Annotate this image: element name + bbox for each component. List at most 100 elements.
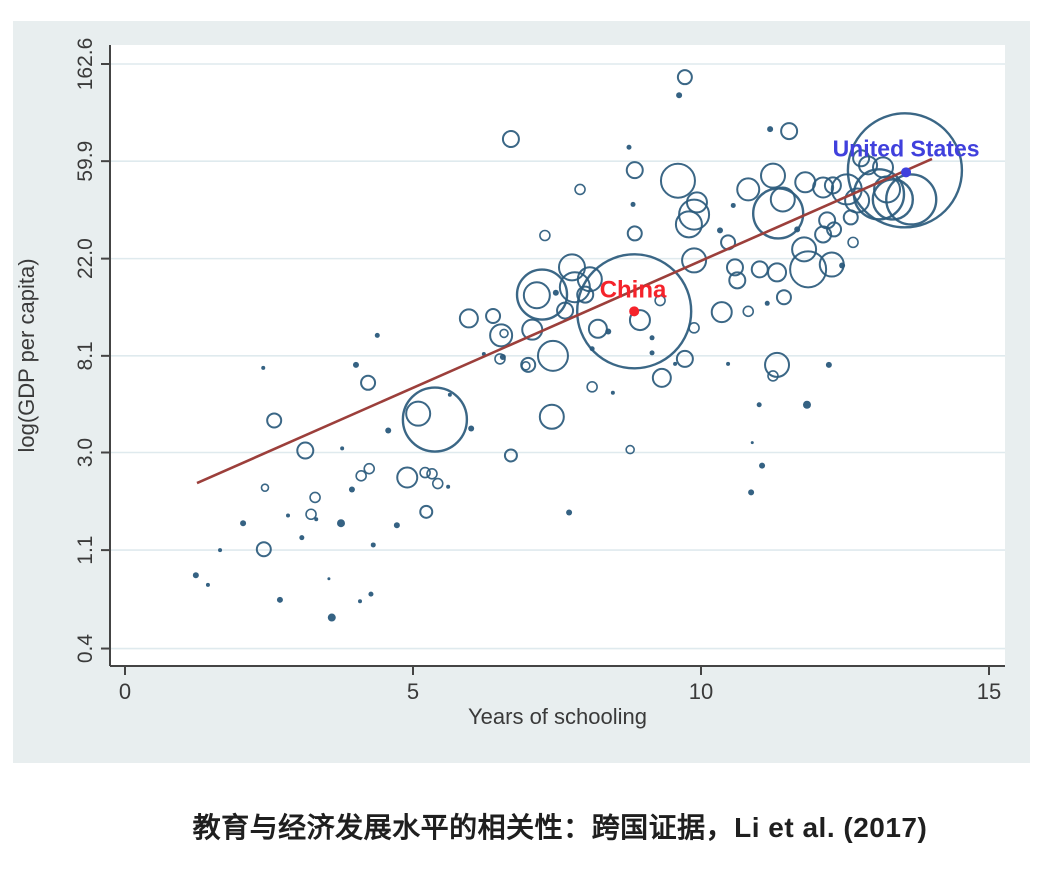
bubble: [654, 294, 666, 307]
bubble-dot: [717, 227, 724, 234]
bubble: [826, 221, 843, 238]
bubble-dot: [726, 361, 731, 366]
bubble: [736, 177, 761, 202]
bubble-dot: [802, 400, 811, 409]
bubble: [681, 247, 708, 274]
bubble-dot: [348, 486, 355, 493]
bubble-dot: [589, 346, 595, 352]
bubble: [360, 374, 377, 391]
bubble-dot: [825, 361, 832, 368]
bubble: [852, 149, 871, 168]
bubble-dot: [566, 509, 573, 516]
x-tick-label: 5: [407, 679, 419, 704]
bubble-dot: [756, 402, 762, 408]
bubble: [710, 301, 733, 324]
bubble-dot: [794, 226, 801, 233]
bubble: [401, 386, 469, 453]
bubble-dot: [299, 535, 305, 541]
bubble: [536, 339, 569, 372]
bubble-dot: [767, 126, 774, 133]
bubble: [260, 483, 270, 492]
bubble: [742, 305, 755, 318]
bubble-dot: [649, 335, 655, 341]
bubble-dot: [314, 517, 319, 522]
y-tick-label: 0.4: [74, 634, 97, 664]
bubble-dot: [205, 582, 210, 587]
bubble: [576, 266, 603, 293]
bubble: [586, 381, 598, 393]
china-label: China: [600, 277, 667, 304]
bubble: [844, 187, 871, 214]
bubble-dot: [446, 484, 451, 489]
bubble: [847, 236, 859, 249]
bubble: [780, 122, 799, 141]
bubble-dot: [393, 522, 400, 529]
bubble: [458, 308, 479, 329]
china-marker: [629, 306, 640, 317]
bubble: [556, 301, 575, 320]
bubble-dot: [358, 599, 363, 604]
bubble: [871, 178, 915, 221]
bubble: [426, 467, 438, 480]
bubble-dot: [327, 613, 336, 622]
bubble-dot: [368, 591, 374, 597]
bubble-dot: [748, 489, 755, 496]
bubble: [309, 491, 321, 504]
bubble: [846, 112, 964, 229]
y-tick-label: 1.1: [74, 536, 97, 565]
bubble: [499, 328, 509, 339]
y-tick-label: 3.0: [74, 438, 97, 467]
bubble: [728, 271, 747, 290]
bubble-dot: [337, 519, 345, 528]
bubble: [651, 367, 672, 388]
united-states-label: United States: [833, 135, 980, 161]
bubble-dot: [447, 392, 452, 397]
bubble-dot: [649, 350, 655, 356]
bubble-dot: [192, 572, 199, 579]
bubble: [789, 250, 828, 289]
bubble-dot: [630, 201, 636, 207]
y-tick-label: 22.0: [74, 238, 97, 279]
bubble: [363, 462, 376, 475]
bubble: [266, 412, 283, 429]
bubble: [521, 361, 531, 371]
bubble: [255, 541, 272, 558]
bubble: [688, 322, 700, 334]
bubble: [355, 470, 367, 482]
bubble: [396, 466, 419, 489]
bubble-dot: [764, 300, 770, 306]
bubble: [628, 309, 651, 332]
bubble-dot: [385, 427, 392, 434]
bubble: [296, 441, 315, 460]
bubble: [538, 403, 565, 430]
bubble-dot: [352, 361, 359, 368]
bubble-dot: [370, 542, 376, 548]
bubble: [767, 370, 779, 382]
bubble: [587, 318, 608, 339]
bubble-dot: [673, 361, 678, 366]
bubble: [405, 400, 432, 427]
bubble: [760, 162, 786, 189]
bubble-dot: [276, 596, 283, 603]
x-axis-title: Years of schooling: [468, 704, 647, 729]
bubble: [764, 351, 791, 378]
bubble: [305, 508, 317, 521]
regression-line: [196, 157, 933, 485]
bubble-dot: [374, 332, 380, 338]
y-tick-label: 162.6: [74, 38, 97, 91]
bubble: [767, 262, 788, 283]
bubble: [659, 162, 696, 199]
bubble: [775, 289, 792, 306]
bubble: [539, 229, 551, 242]
chart-caption: 教育与经济发展水平的相关性：跨国证据，Li et al. (2017): [192, 812, 928, 843]
bubble-dot: [218, 548, 223, 553]
bubble-dot: [605, 328, 612, 335]
bubble-dot: [610, 390, 615, 395]
bubble-dot: [552, 289, 559, 296]
x-tick-label: 15: [977, 679, 1001, 704]
bubble: [626, 225, 643, 242]
y-tick-label: 59.9: [74, 141, 97, 182]
bubble: [812, 176, 835, 199]
bubble-dot: [261, 365, 266, 370]
bubble: [431, 477, 444, 490]
